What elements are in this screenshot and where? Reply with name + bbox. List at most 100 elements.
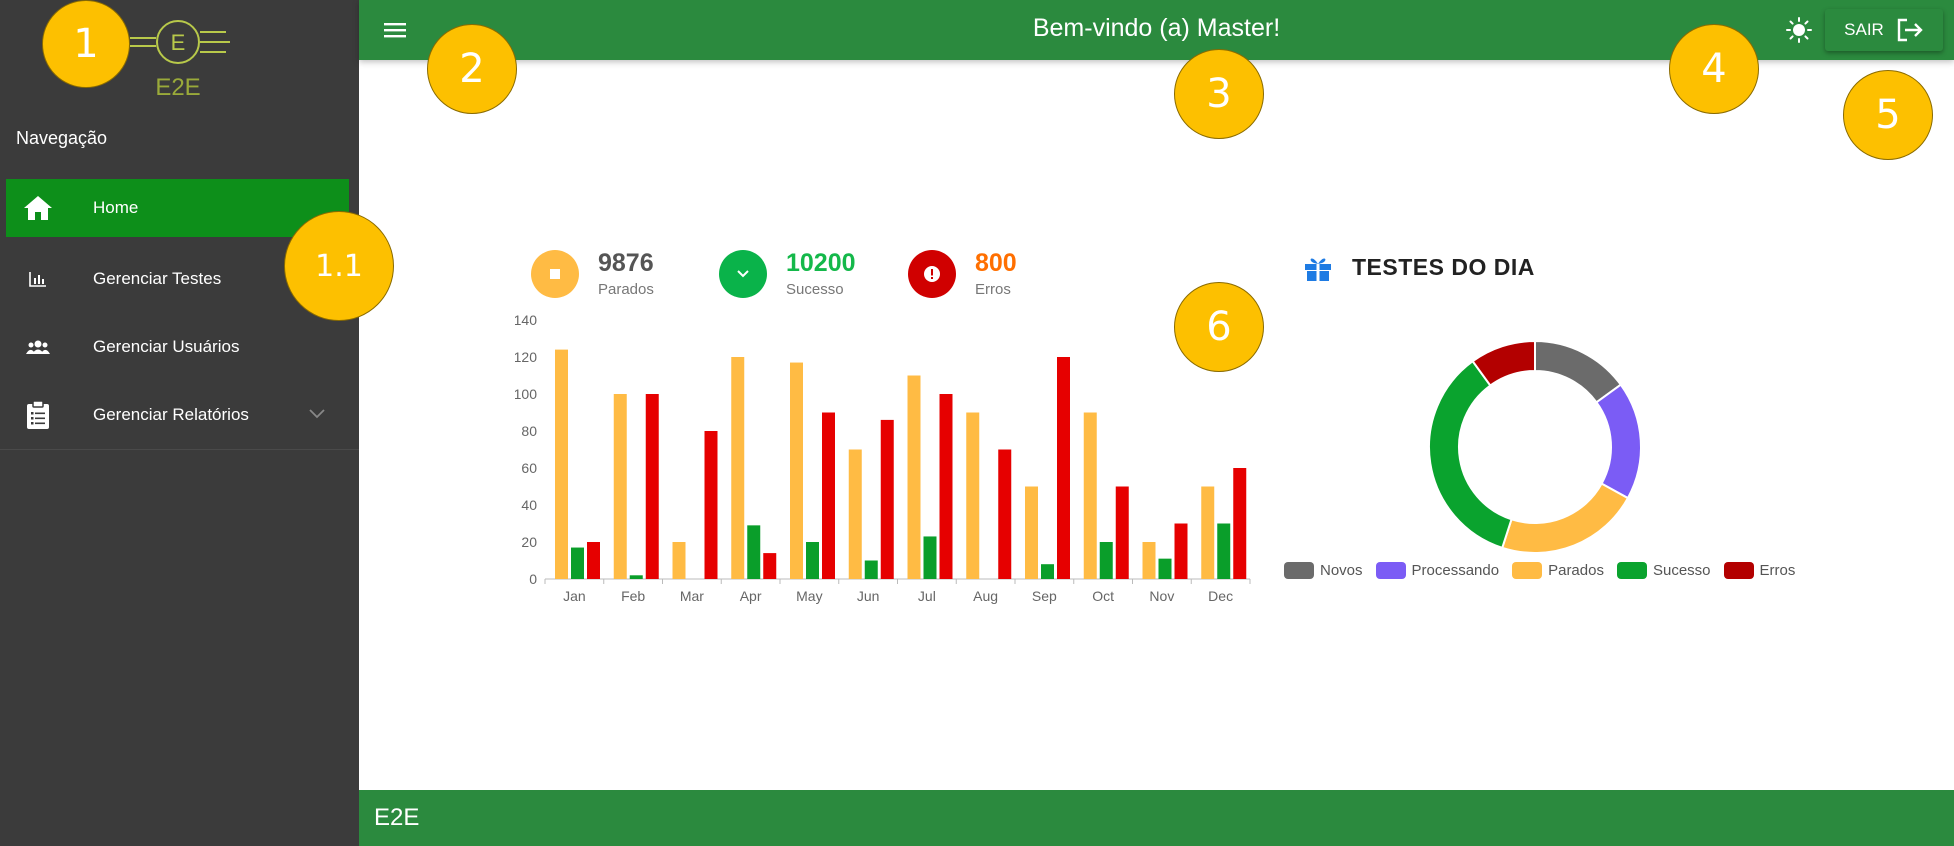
legend-item[interactable]: Parados [1512, 562, 1604, 579]
home-icon [22, 192, 54, 224]
bar [1083, 412, 1097, 579]
x-tick-label: Jan [563, 588, 586, 604]
bar [998, 449, 1012, 579]
bar [790, 362, 803, 579]
bar [672, 542, 686, 579]
theme-toggle-button[interactable] [1781, 12, 1817, 48]
logout-label: SAIR [1844, 20, 1884, 39]
check-chevron-icon [719, 249, 767, 298]
callout-3: 3 [1174, 49, 1264, 139]
sidebar-item-usuarios[interactable]: Gerenciar Usuários [0, 313, 359, 381]
stat-label: Erros [975, 281, 1011, 298]
x-tick-label: Jul [918, 588, 936, 604]
callout-6: 6 [1174, 282, 1264, 372]
monthly-bar-chart: 0 20 40 60 80 100 120 140 Jan Feb Mar Apr May Jun Jul A… [515, 312, 1251, 604]
bar [880, 419, 894, 579]
stat-value: 800 [975, 249, 1017, 277]
sidebar-item-label: Gerenciar Testes [93, 269, 222, 288]
stat-value: 10200 [786, 249, 856, 277]
bar [923, 536, 937, 579]
legend-swatch [1616, 562, 1647, 579]
y-tick-label: 120 [515, 349, 537, 365]
callout-2: 2 [427, 24, 517, 114]
bar [571, 547, 584, 579]
nav-title: Navegação [16, 128, 108, 148]
sidebar-item-home[interactable]: Home [6, 179, 349, 237]
sidebar-divider [0, 449, 359, 450]
logout-button[interactable]: SAIR [1825, 9, 1943, 51]
bar [806, 542, 819, 579]
chevron-down-icon[interactable] [309, 406, 325, 424]
stop-icon [531, 249, 579, 298]
x-tick-label: Sep [1032, 588, 1057, 604]
y-tick-label: 40 [521, 497, 537, 513]
bar [1158, 558, 1172, 579]
y-tick-label: 20 [521, 534, 537, 550]
bar [1233, 468, 1247, 579]
sidebar-item-label: Gerenciar Relatórios [93, 405, 249, 424]
donut-legend: Novos Processando Parados Sucesso Erros [1284, 562, 1808, 579]
bar [731, 357, 745, 579]
top-bar: Bem-vindo (a) Master! SAIR [359, 0, 1954, 60]
y-tick-label: 100 [515, 386, 537, 402]
bar [1099, 542, 1113, 579]
legend-swatch [1512, 562, 1543, 579]
bar-chart-icon [22, 263, 54, 295]
nav-list: Home Gerenciar Testes Gerenciar Usuários… [0, 175, 359, 449]
donut-slice [1595, 383, 1642, 500]
x-tick-label: Apr [740, 588, 762, 604]
legend-item[interactable]: Processando [1375, 562, 1499, 579]
bar [1217, 523, 1231, 579]
footer-text: E2E [374, 804, 420, 831]
legend-item[interactable]: Novos [1284, 562, 1363, 579]
sidebar: E E2E Navegação Home Gerenciar Testes [0, 0, 359, 846]
bar [555, 349, 568, 579]
bar [907, 375, 921, 579]
bar [848, 449, 862, 579]
bar [704, 431, 718, 579]
e2e-logo[interactable]: E E2E [118, 8, 238, 102]
stat-parados: 9876 Parados [531, 249, 654, 298]
sidebar-item-relatorios[interactable]: Gerenciar Relatórios [0, 381, 359, 449]
donut-slice [1471, 339, 1536, 387]
legend-label: Erros [1759, 562, 1796, 579]
logo-letter: E [171, 30, 186, 55]
bar [763, 553, 777, 579]
donut-title: TESTES DO DIA [1352, 254, 1535, 280]
legend-swatch [1723, 562, 1754, 579]
stat-label: Parados [598, 281, 654, 298]
menu-toggle-button[interactable] [379, 14, 411, 46]
x-tick-label: Aug [973, 588, 998, 604]
sidebar-item-testes[interactable]: Gerenciar Testes [0, 245, 359, 313]
sun-icon [1786, 17, 1812, 43]
logo-text: E2E [155, 74, 200, 101]
daily-tests-donut [1428, 339, 1642, 554]
welcome-title: Bem-vindo (a) Master! [1032, 14, 1281, 42]
bar [629, 575, 643, 579]
legend-swatch [1375, 562, 1406, 579]
callout-1-1: 1.1 [284, 211, 394, 321]
y-tick-label: 0 [529, 571, 537, 587]
bar [1115, 486, 1129, 579]
legend-item[interactable]: Sucesso [1616, 562, 1711, 579]
stat-value: 9876 [598, 249, 654, 277]
bar [1025, 486, 1038, 579]
stat-sucesso: 10200 Sucesso [719, 249, 856, 298]
gift-icon [1302, 254, 1334, 282]
x-tick-label: May [796, 588, 822, 604]
legend-swatch [1284, 562, 1314, 579]
callout-5: 5 [1843, 70, 1933, 160]
bar [864, 560, 878, 579]
y-tick-label: 80 [521, 423, 537, 439]
x-tick-label: Mar [680, 588, 704, 604]
users-icon [22, 331, 54, 363]
bar [1142, 542, 1156, 579]
legend-item[interactable]: Erros [1723, 562, 1796, 579]
legend-label: Novos [1320, 562, 1363, 579]
bar [1201, 486, 1215, 579]
x-tick-label: Jun [857, 588, 880, 604]
bar [747, 525, 761, 579]
y-tick-label: 140 [515, 312, 537, 328]
bar [645, 394, 659, 579]
